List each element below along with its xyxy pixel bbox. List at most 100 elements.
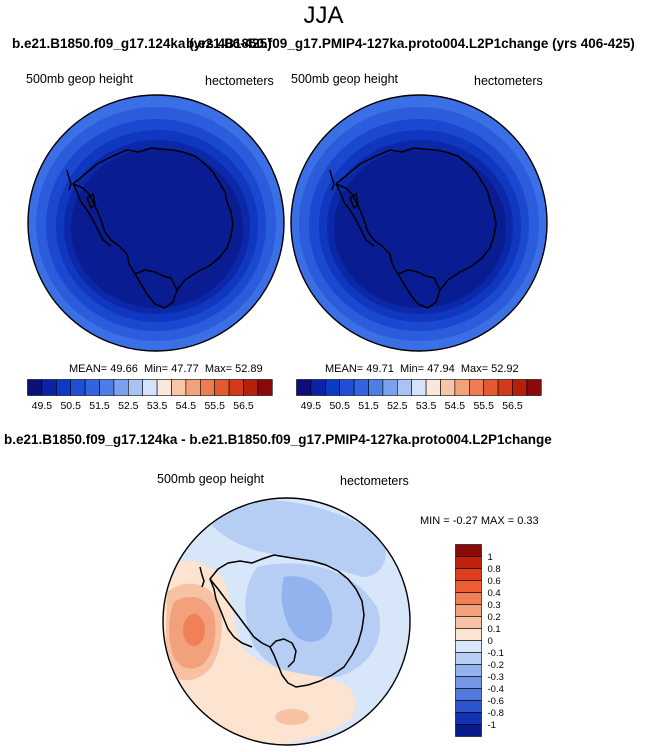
colorbar-swatch xyxy=(455,580,482,593)
colorbar-swatch xyxy=(339,379,355,396)
difference-title: b.e21.B1850.f09_g17.124ka - b.e21.B1850.… xyxy=(4,432,552,447)
right-stats: MEAN= 49.71 Min= 47.94 Max= 52.92 xyxy=(325,363,519,375)
right-mean-value: 49.71 xyxy=(366,363,394,375)
left-units-label: hectometers xyxy=(205,74,274,88)
left-max-label: Max= xyxy=(204,363,233,375)
field-neg-03 xyxy=(281,576,333,642)
colorbar-swatch xyxy=(156,379,172,396)
colorbar-swatch xyxy=(512,379,528,396)
colorbar-tick-label: 55.5 xyxy=(473,400,494,412)
colorbar-swatch xyxy=(228,379,244,396)
south-america-tip xyxy=(66,169,72,191)
colorbar-tick-label: 53.5 xyxy=(416,400,437,412)
colorbar-tick-label: 50.5 xyxy=(60,400,81,412)
colorbar-tick-label: 53.5 xyxy=(147,400,168,412)
ross-ice-shelf xyxy=(397,269,441,291)
colorbar-swatch xyxy=(425,379,441,396)
right-min-label: Min= xyxy=(399,363,425,375)
south-america-tip xyxy=(329,169,335,191)
colorbar-swatch xyxy=(497,379,513,396)
left-min-label: Min= xyxy=(143,363,169,375)
diff-range-text: MIN = -0.27 MAX = 0.33 xyxy=(420,515,539,527)
colorbar-swatch xyxy=(296,379,312,396)
left-colorbar: 49.5 50.5 51.5 52.5 53.5 54.5 55.5 56.5 xyxy=(27,379,273,412)
colorbar-tick-label: 52.5 xyxy=(118,400,139,412)
colorbar-swatch xyxy=(455,700,482,713)
colorbar-swatch xyxy=(142,379,158,396)
antarctic-peninsula xyxy=(72,183,112,247)
map-boundary xyxy=(290,94,548,352)
ross-ice-shelf xyxy=(269,638,297,668)
right-panel-title: b.e21.B1850.f09_g17.PMIP4-127ka.proto004… xyxy=(186,36,635,51)
colorbar-swatch xyxy=(455,616,482,629)
right-colorbar: 49.5 50.5 51.5 52.5 53.5 54.5 55.5 56.5 xyxy=(296,379,542,412)
colorbar-swatch xyxy=(243,379,259,396)
colorbar-tick-label: 0.3 xyxy=(488,600,501,611)
colorbar-swatch xyxy=(455,688,482,701)
colorbar-tick-label: 49.5 xyxy=(301,400,322,412)
colorbar-swatch xyxy=(70,379,86,396)
colorbar-swatch xyxy=(382,379,398,396)
diff-variable-label: 500mb geop height xyxy=(157,472,265,486)
colorbar-tick-label: -0.3 xyxy=(488,672,504,683)
colorbar-swatch xyxy=(455,628,482,641)
weddell-coast xyxy=(86,193,96,209)
colorbar-swatch xyxy=(128,379,144,396)
antarctica-coastline xyxy=(72,147,234,309)
colorbar-swatch xyxy=(455,712,482,725)
field-band-6 xyxy=(71,148,243,308)
field-pos-05 xyxy=(275,709,309,725)
figure-title: JJA xyxy=(303,2,344,29)
colorbar-tick-label: 0.8 xyxy=(488,564,501,575)
colorbar-tick-label: 51.5 xyxy=(89,400,110,412)
left-max-value: 52.89 xyxy=(235,363,263,375)
difference-colorbar: 10.80.60.40.30.20.10-0.1-0.2-0.3-0.4-0.6… xyxy=(455,544,504,737)
colorbar-tick-label: -0.6 xyxy=(488,696,504,707)
antarctica-coastline xyxy=(209,554,365,688)
right-variable-label: 500mb geop height xyxy=(291,72,399,86)
colorbar-tick-label: -0.4 xyxy=(488,684,504,695)
colorbar-tick-label: 54.5 xyxy=(445,400,466,412)
colorbar-tick-label: 55.5 xyxy=(204,400,225,412)
colorbar-swatch xyxy=(353,379,369,396)
colorbar-tick-label: -0.2 xyxy=(488,660,504,671)
colorbar-tick-label: -1 xyxy=(488,720,496,731)
colorbar-swatch xyxy=(454,379,470,396)
right-units-label: hectometers xyxy=(474,74,543,88)
colorbar-swatch xyxy=(310,379,326,396)
colorbar-swatch xyxy=(455,544,482,557)
colorbar-swatch xyxy=(455,652,482,665)
ross-ice-shelf xyxy=(134,269,178,291)
field-pos-04 xyxy=(183,614,205,646)
antarctic-peninsula xyxy=(335,183,375,247)
colorbar-swatch xyxy=(440,379,456,396)
south-america-tip xyxy=(199,566,205,588)
colorbar-swatch xyxy=(185,379,201,396)
colorbar-swatch xyxy=(171,379,187,396)
colorbar-swatch xyxy=(113,379,129,396)
left-stats: MEAN= 49.66 Min= 47.77 Max= 52.89 xyxy=(69,363,263,375)
map-boundary xyxy=(162,497,411,746)
colorbar-swatch xyxy=(455,556,482,569)
colorbar-swatch xyxy=(455,640,482,653)
left-mean-value: 49.66 xyxy=(110,363,138,375)
colorbar-swatch xyxy=(397,379,413,396)
left-mean-label: MEAN= xyxy=(69,363,108,375)
left-variable-label: 500mb geop height xyxy=(26,72,134,86)
weddell-coast xyxy=(349,193,359,209)
right-polar-map xyxy=(290,94,548,352)
colorbar-swatch xyxy=(455,604,482,617)
colorbar-swatch xyxy=(455,664,482,677)
colorbar-tick-label: 1 xyxy=(488,552,493,563)
colorbar-tick-label: -0.1 xyxy=(488,648,504,659)
field-neg-02 xyxy=(212,500,386,577)
colorbar-tick-label: 50.5 xyxy=(329,400,350,412)
antarctic-peninsula xyxy=(209,578,253,648)
right-mean-label: MEAN= xyxy=(325,363,364,375)
colorbar-swatch xyxy=(455,568,482,581)
antarctica-coastline xyxy=(335,147,497,309)
left-polar-map xyxy=(27,94,285,352)
colorbar-swatch xyxy=(455,724,482,737)
colorbar-swatch xyxy=(483,379,499,396)
colorbar-tick-label: 0.4 xyxy=(488,588,501,599)
